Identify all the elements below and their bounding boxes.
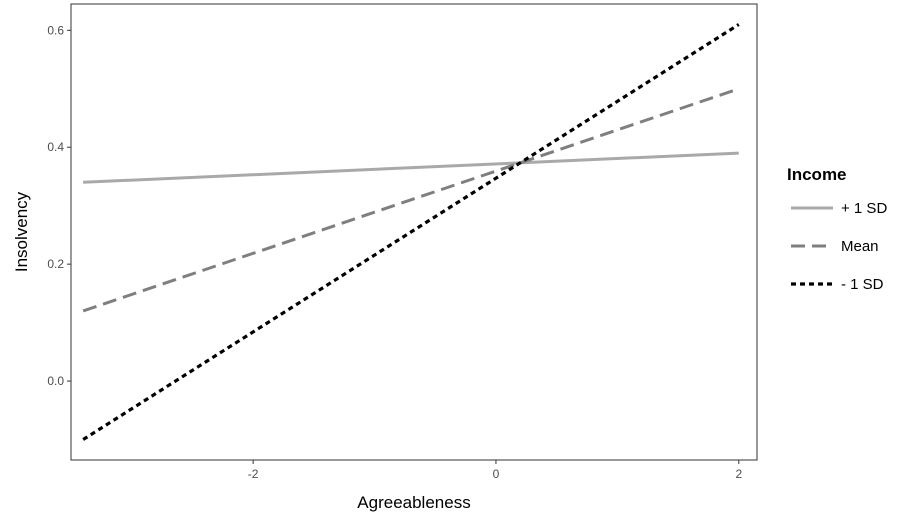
series-line-3 xyxy=(82,23,740,441)
legend-label-1: + 1 SD xyxy=(841,200,887,217)
legend-label-2: Mean xyxy=(841,238,879,255)
y-tick-label: 0.4 xyxy=(47,140,64,154)
x-axis-title: Agreeableness xyxy=(357,493,470,512)
legend: Income + 1 SD Mean - 1 SD xyxy=(787,165,887,293)
x-tick-label: -2 xyxy=(248,467,259,481)
x-tick-label: 0 xyxy=(493,467,500,481)
x-tick-label: 2 xyxy=(735,467,742,481)
plot-panel xyxy=(70,3,758,461)
y-tick-label: 0.2 xyxy=(47,257,64,271)
y-tick-label: 0.6 xyxy=(47,23,64,37)
y-tick-label: 0.0 xyxy=(47,374,64,388)
y-axis-title: Insolvency xyxy=(12,191,31,272)
legend-title: Income xyxy=(787,165,847,184)
y-axis: 0.0 0.2 0.4 0.6 xyxy=(47,23,71,388)
x-axis: -2 0 2 xyxy=(248,460,742,481)
series-layer xyxy=(82,23,740,441)
legend-label-3: - 1 SD xyxy=(841,276,884,293)
series-line-2 xyxy=(82,87,740,313)
series-line-1 xyxy=(83,151,739,184)
